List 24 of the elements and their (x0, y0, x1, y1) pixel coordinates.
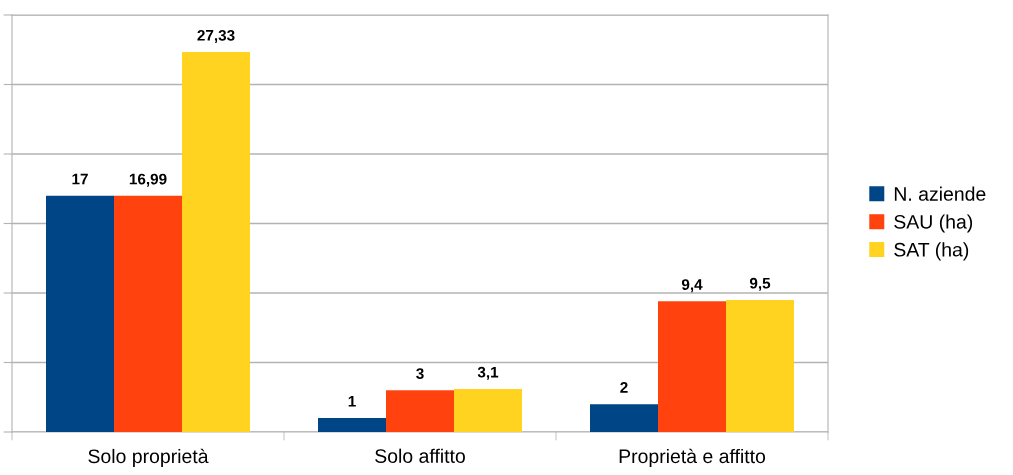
data-label: 1 (348, 396, 356, 407)
data-label: 27,33 (197, 29, 235, 43)
bar (454, 388, 522, 432)
x-tick-label: Proprietà e affitto (619, 448, 766, 468)
bar (46, 195, 114, 432)
bar (318, 418, 386, 432)
bar (182, 52, 250, 432)
bar (114, 195, 182, 432)
x-tick-label: Solo proprietà (88, 448, 209, 468)
bar (590, 404, 658, 432)
data-label: 3 (416, 368, 424, 379)
bar (726, 299, 794, 432)
data-label: 17 (72, 173, 88, 185)
bar (658, 301, 726, 432)
data-label: 9,5 (749, 277, 771, 291)
data-label: 3,1 (477, 366, 499, 380)
x-tick-label: Solo affitto (375, 448, 465, 463)
legend-label: SAT (ha) (894, 242, 969, 261)
bar (386, 390, 454, 432)
data-label: 16,99 (129, 173, 167, 187)
data-label: 9,4 (681, 279, 703, 293)
legend-label: SAU (ha) (894, 214, 973, 233)
data-label: 2 (620, 382, 628, 393)
legend-label: N. aziende (894, 186, 986, 201)
